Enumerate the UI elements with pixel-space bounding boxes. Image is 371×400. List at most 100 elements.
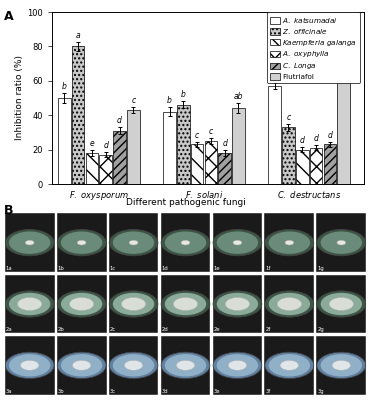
Circle shape xyxy=(269,354,310,376)
Circle shape xyxy=(317,352,366,378)
Text: c: c xyxy=(131,96,135,104)
Bar xyxy=(127,110,139,184)
Bar xyxy=(86,153,98,184)
Bar xyxy=(57,274,106,334)
Circle shape xyxy=(161,352,210,378)
Text: 2f: 2f xyxy=(266,327,271,332)
Circle shape xyxy=(285,240,294,245)
Circle shape xyxy=(176,360,195,370)
Circle shape xyxy=(181,240,190,245)
Circle shape xyxy=(57,230,106,256)
Text: 1g: 1g xyxy=(318,266,324,271)
Bar xyxy=(316,213,366,272)
Circle shape xyxy=(20,360,39,370)
Circle shape xyxy=(57,352,106,378)
Bar xyxy=(213,213,262,272)
Bar xyxy=(109,213,158,272)
Circle shape xyxy=(321,293,362,315)
Bar xyxy=(337,72,350,184)
Bar xyxy=(269,86,281,184)
Text: b: b xyxy=(167,96,172,105)
Circle shape xyxy=(228,360,247,370)
Text: 1c: 1c xyxy=(110,266,116,271)
Bar xyxy=(205,141,217,184)
Circle shape xyxy=(113,232,154,254)
Circle shape xyxy=(77,240,86,245)
Text: 3b: 3b xyxy=(58,388,64,394)
Text: 2b: 2b xyxy=(58,327,65,332)
Text: a: a xyxy=(341,58,346,67)
Circle shape xyxy=(277,298,302,310)
Text: 2d: 2d xyxy=(162,327,168,332)
Circle shape xyxy=(217,232,258,254)
Circle shape xyxy=(5,230,54,256)
Circle shape xyxy=(5,352,54,378)
Text: 3f: 3f xyxy=(266,388,270,394)
Text: d: d xyxy=(313,134,318,143)
Bar xyxy=(161,213,210,272)
Bar xyxy=(163,112,176,184)
Bar xyxy=(72,46,85,184)
Circle shape xyxy=(9,354,50,376)
Bar xyxy=(113,131,126,184)
Bar xyxy=(219,153,231,184)
Text: d: d xyxy=(103,141,108,150)
Text: A: A xyxy=(4,10,13,23)
Bar xyxy=(5,336,55,395)
Circle shape xyxy=(109,291,158,317)
Circle shape xyxy=(280,360,299,370)
Circle shape xyxy=(109,352,158,378)
Bar xyxy=(265,274,314,334)
Text: 2a: 2a xyxy=(6,327,12,332)
Text: b: b xyxy=(181,90,186,99)
Text: 1d: 1d xyxy=(162,266,168,271)
Bar xyxy=(232,108,245,184)
Bar xyxy=(57,213,106,272)
Circle shape xyxy=(165,354,206,376)
Circle shape xyxy=(165,232,206,254)
Text: d: d xyxy=(300,136,305,145)
Circle shape xyxy=(321,354,362,376)
Text: 1e: 1e xyxy=(214,266,220,271)
Circle shape xyxy=(213,352,262,378)
Circle shape xyxy=(113,354,154,376)
Circle shape xyxy=(217,354,258,376)
Bar xyxy=(5,274,55,334)
Circle shape xyxy=(329,298,354,310)
Circle shape xyxy=(217,293,258,315)
Circle shape xyxy=(25,240,34,245)
Text: c: c xyxy=(286,113,290,122)
Circle shape xyxy=(337,240,346,245)
Bar xyxy=(316,336,366,395)
Bar xyxy=(109,336,158,395)
Bar xyxy=(265,336,314,395)
Circle shape xyxy=(332,360,351,370)
Bar xyxy=(57,336,106,395)
Bar xyxy=(177,105,190,184)
Bar xyxy=(310,148,322,184)
Circle shape xyxy=(161,291,210,317)
Bar xyxy=(109,274,158,334)
Circle shape xyxy=(265,291,314,317)
Bar xyxy=(213,336,262,395)
Bar xyxy=(5,213,55,272)
Bar xyxy=(161,274,210,334)
Circle shape xyxy=(61,293,102,315)
Text: 3a: 3a xyxy=(6,388,12,394)
Circle shape xyxy=(265,352,314,378)
Text: 1a: 1a xyxy=(6,266,12,271)
Text: c: c xyxy=(209,127,213,136)
Circle shape xyxy=(124,360,143,370)
Text: 3c: 3c xyxy=(110,388,116,394)
Text: 2c: 2c xyxy=(110,327,116,332)
Text: b: b xyxy=(62,82,67,91)
Text: 1b: 1b xyxy=(58,266,65,271)
Circle shape xyxy=(225,298,250,310)
Circle shape xyxy=(121,298,146,310)
Bar xyxy=(191,144,203,184)
Text: d: d xyxy=(327,131,332,140)
Circle shape xyxy=(69,298,94,310)
Bar xyxy=(99,155,112,184)
Circle shape xyxy=(269,293,310,315)
Circle shape xyxy=(161,230,210,256)
